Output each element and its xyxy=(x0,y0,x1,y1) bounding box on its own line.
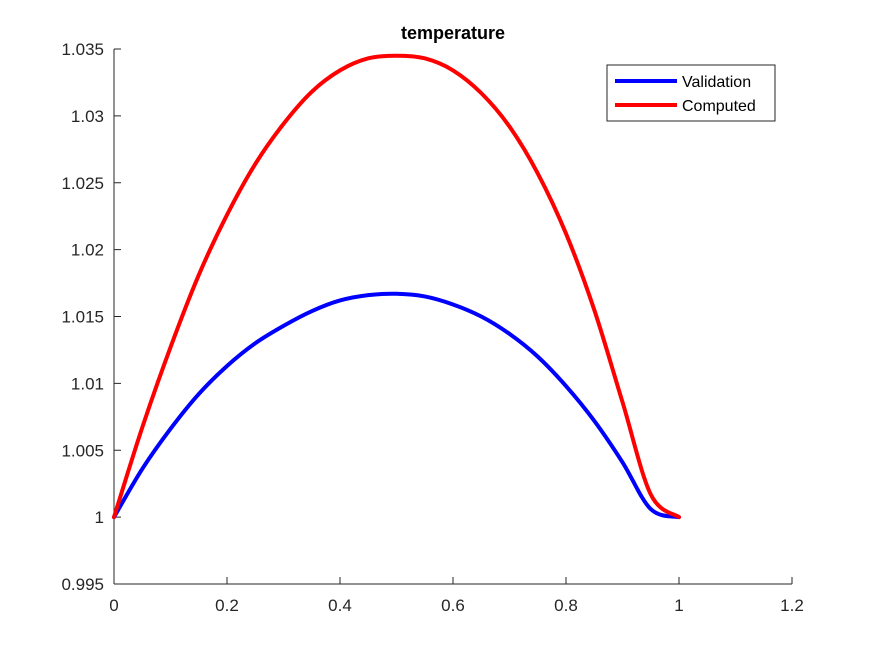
legend: Validation Computed xyxy=(606,64,776,122)
y-tick-label: 1.005 xyxy=(61,441,104,460)
series-line-computed xyxy=(112,53,681,520)
series-line-validation xyxy=(112,291,681,520)
y-axis-ticks: 0.995 1 1.005 1.01 1.015 1.02 1.025 1.03 1.035 xyxy=(61,40,121,594)
x-tick-label: 1 xyxy=(674,596,683,615)
y-tick-label: 1.03 xyxy=(71,107,104,126)
x-tick-label: 0.8 xyxy=(554,596,578,615)
y-tick-label: 1.035 xyxy=(61,40,104,59)
chart-title: temperature xyxy=(401,23,505,43)
x-tick-label: 0.4 xyxy=(328,596,352,615)
y-tick-label: 1.015 xyxy=(61,308,104,327)
x-tick-label: 0 xyxy=(109,596,118,615)
y-tick-label: 1.01 xyxy=(71,374,104,393)
y-tick-label: 1.025 xyxy=(61,174,104,193)
legend-box xyxy=(606,64,776,122)
y-tick-label: 1.02 xyxy=(71,241,104,260)
series-layer xyxy=(112,53,681,520)
axes-background xyxy=(114,49,792,584)
x-tick-label: 1.2 xyxy=(780,596,804,615)
legend-label-computed: Computed xyxy=(682,98,756,115)
legend-label-validation: Validation xyxy=(682,74,751,91)
x-tick-label: 0.2 xyxy=(215,596,239,615)
x-tick-label: 0.6 xyxy=(441,596,465,615)
x-axis-ticks: 0 0.2 0.4 0.6 0.8 1 1.2 xyxy=(109,577,804,615)
y-tick-label: 0.995 xyxy=(61,575,104,594)
y-tick-label: 1 xyxy=(95,508,104,527)
